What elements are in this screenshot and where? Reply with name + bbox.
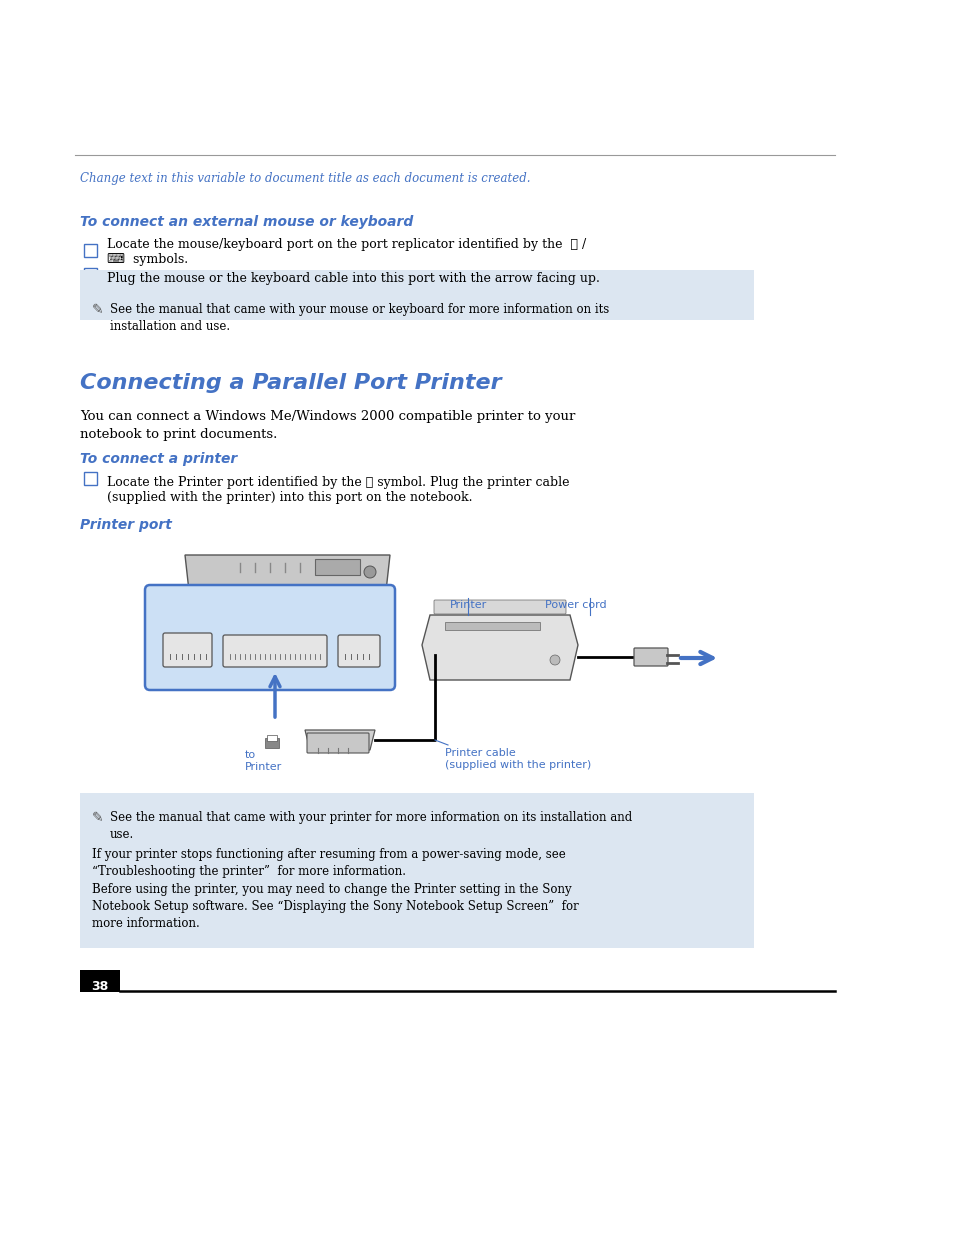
Text: Printer: Printer <box>245 762 282 772</box>
Polygon shape <box>421 615 578 680</box>
Polygon shape <box>305 730 375 750</box>
FancyBboxPatch shape <box>634 648 667 666</box>
Text: ⌨  symbols.: ⌨ symbols. <box>107 253 188 266</box>
FancyBboxPatch shape <box>80 969 120 992</box>
FancyBboxPatch shape <box>80 793 753 948</box>
Text: Locate the mouse/keyboard port on the port replicator identified by the  ⌫ /: Locate the mouse/keyboard port on the po… <box>107 238 586 251</box>
Text: Before using the printer, you may need to change the Printer setting in the Sony: Before using the printer, you may need t… <box>91 883 578 930</box>
FancyBboxPatch shape <box>185 647 390 655</box>
Text: to: to <box>245 750 255 760</box>
Text: ✎: ✎ <box>91 303 104 317</box>
Text: You can connect a Windows Me/Windows 2000 compatible printer to your
notebook to: You can connect a Windows Me/Windows 200… <box>80 410 575 441</box>
FancyBboxPatch shape <box>85 472 97 484</box>
Text: (supplied with the printer) into this port on the notebook.: (supplied with the printer) into this po… <box>107 492 472 504</box>
Text: See the manual that came with your printer for more information on its installat: See the manual that came with your print… <box>110 811 632 841</box>
Text: To connect a printer: To connect a printer <box>80 452 237 466</box>
Text: 38: 38 <box>91 981 109 993</box>
FancyBboxPatch shape <box>434 600 565 614</box>
Text: Printer cable
(supplied with the printer): Printer cable (supplied with the printer… <box>444 748 591 771</box>
FancyBboxPatch shape <box>307 734 369 753</box>
Text: Change text in this variable to document title as each document is created.: Change text in this variable to document… <box>80 172 530 185</box>
Text: Printer: Printer <box>450 600 487 610</box>
Circle shape <box>364 566 375 578</box>
Text: See the manual that came with your mouse or keyboard for more information on its: See the manual that came with your mouse… <box>110 303 609 333</box>
FancyBboxPatch shape <box>223 635 327 667</box>
Text: Printer port: Printer port <box>80 517 172 532</box>
Polygon shape <box>185 600 390 650</box>
Text: ✎: ✎ <box>91 811 104 825</box>
FancyBboxPatch shape <box>337 635 379 667</box>
Text: Power cord: Power cord <box>544 600 606 610</box>
Text: Locate the Printer port identified by the ⎙ symbol. Plug the printer cable: Locate the Printer port identified by th… <box>107 475 569 489</box>
Text: If your printer stops functioning after resuming from a power-saving mode, see
“: If your printer stops functioning after … <box>91 848 565 878</box>
FancyBboxPatch shape <box>85 268 97 280</box>
Text: Connecting a Parallel Port Printer: Connecting a Parallel Port Printer <box>80 373 501 393</box>
FancyBboxPatch shape <box>314 559 359 576</box>
FancyBboxPatch shape <box>145 585 395 690</box>
FancyBboxPatch shape <box>85 243 97 257</box>
FancyBboxPatch shape <box>80 270 753 320</box>
FancyBboxPatch shape <box>163 634 212 667</box>
Circle shape <box>550 655 559 664</box>
Polygon shape <box>185 555 390 600</box>
Text: Plug the mouse or the keyboard cable into this port with the arrow facing up.: Plug the mouse or the keyboard cable int… <box>107 272 599 285</box>
FancyBboxPatch shape <box>267 735 276 741</box>
Text: To connect an external mouse or keyboard: To connect an external mouse or keyboard <box>80 215 413 228</box>
FancyBboxPatch shape <box>444 622 539 630</box>
FancyBboxPatch shape <box>265 739 278 748</box>
